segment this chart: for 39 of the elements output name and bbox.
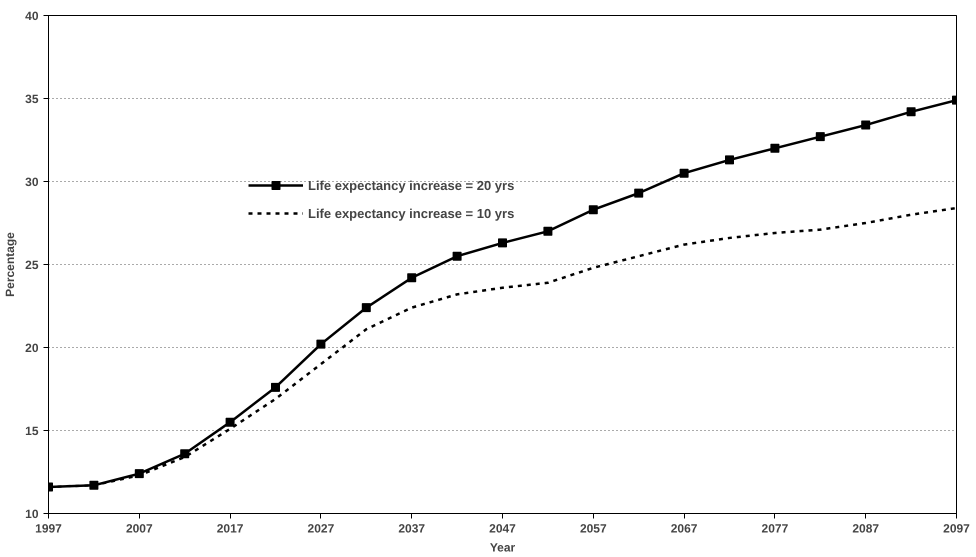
y-tick-label: 40: [25, 9, 39, 23]
point: [452, 252, 462, 261]
y-tick-label: 20: [25, 341, 39, 355]
x-tick-label: 2037: [398, 522, 426, 536]
y-tick-label: 30: [25, 175, 39, 189]
y-tick-label: 15: [25, 424, 39, 438]
x-tick-label: 2077: [762, 522, 789, 536]
x-tick-label: 2087: [852, 522, 880, 536]
point: [680, 168, 689, 178]
legend-label: Life expectancy increase = 20 yrs: [308, 178, 514, 192]
point: [588, 205, 598, 214]
y-tick-label: 10: [25, 507, 39, 521]
x-tick-label: 2027: [308, 522, 335, 536]
point: [725, 155, 734, 164]
point: [906, 107, 916, 116]
point: [543, 226, 552, 236]
point: [816, 132, 825, 142]
point: [770, 144, 780, 153]
x-tick-label: 2047: [489, 522, 516, 536]
y-axis-title: Percentage: [3, 232, 18, 297]
x-tick-label: 2007: [126, 522, 153, 536]
point: [407, 273, 416, 282]
x-tick-label: 2097: [943, 522, 970, 536]
x-tick-label: 2057: [580, 522, 607, 536]
point: [861, 120, 870, 130]
x-tick-label: 1997: [35, 522, 62, 536]
point: [362, 303, 371, 312]
y-tick-label: 35: [25, 92, 39, 106]
point: [271, 382, 280, 392]
x-tick-label: 2067: [670, 522, 698, 536]
x-tick-label: 2017: [216, 522, 244, 536]
point: [226, 418, 235, 427]
point: [634, 188, 644, 198]
x-axis-title: Year: [490, 540, 516, 554]
legend-label: Life expectancy increase = 10 yrs: [308, 206, 514, 220]
y-tick-label: 25: [25, 258, 39, 272]
point: [316, 340, 326, 349]
point: [498, 238, 507, 248]
point: [180, 449, 190, 458]
